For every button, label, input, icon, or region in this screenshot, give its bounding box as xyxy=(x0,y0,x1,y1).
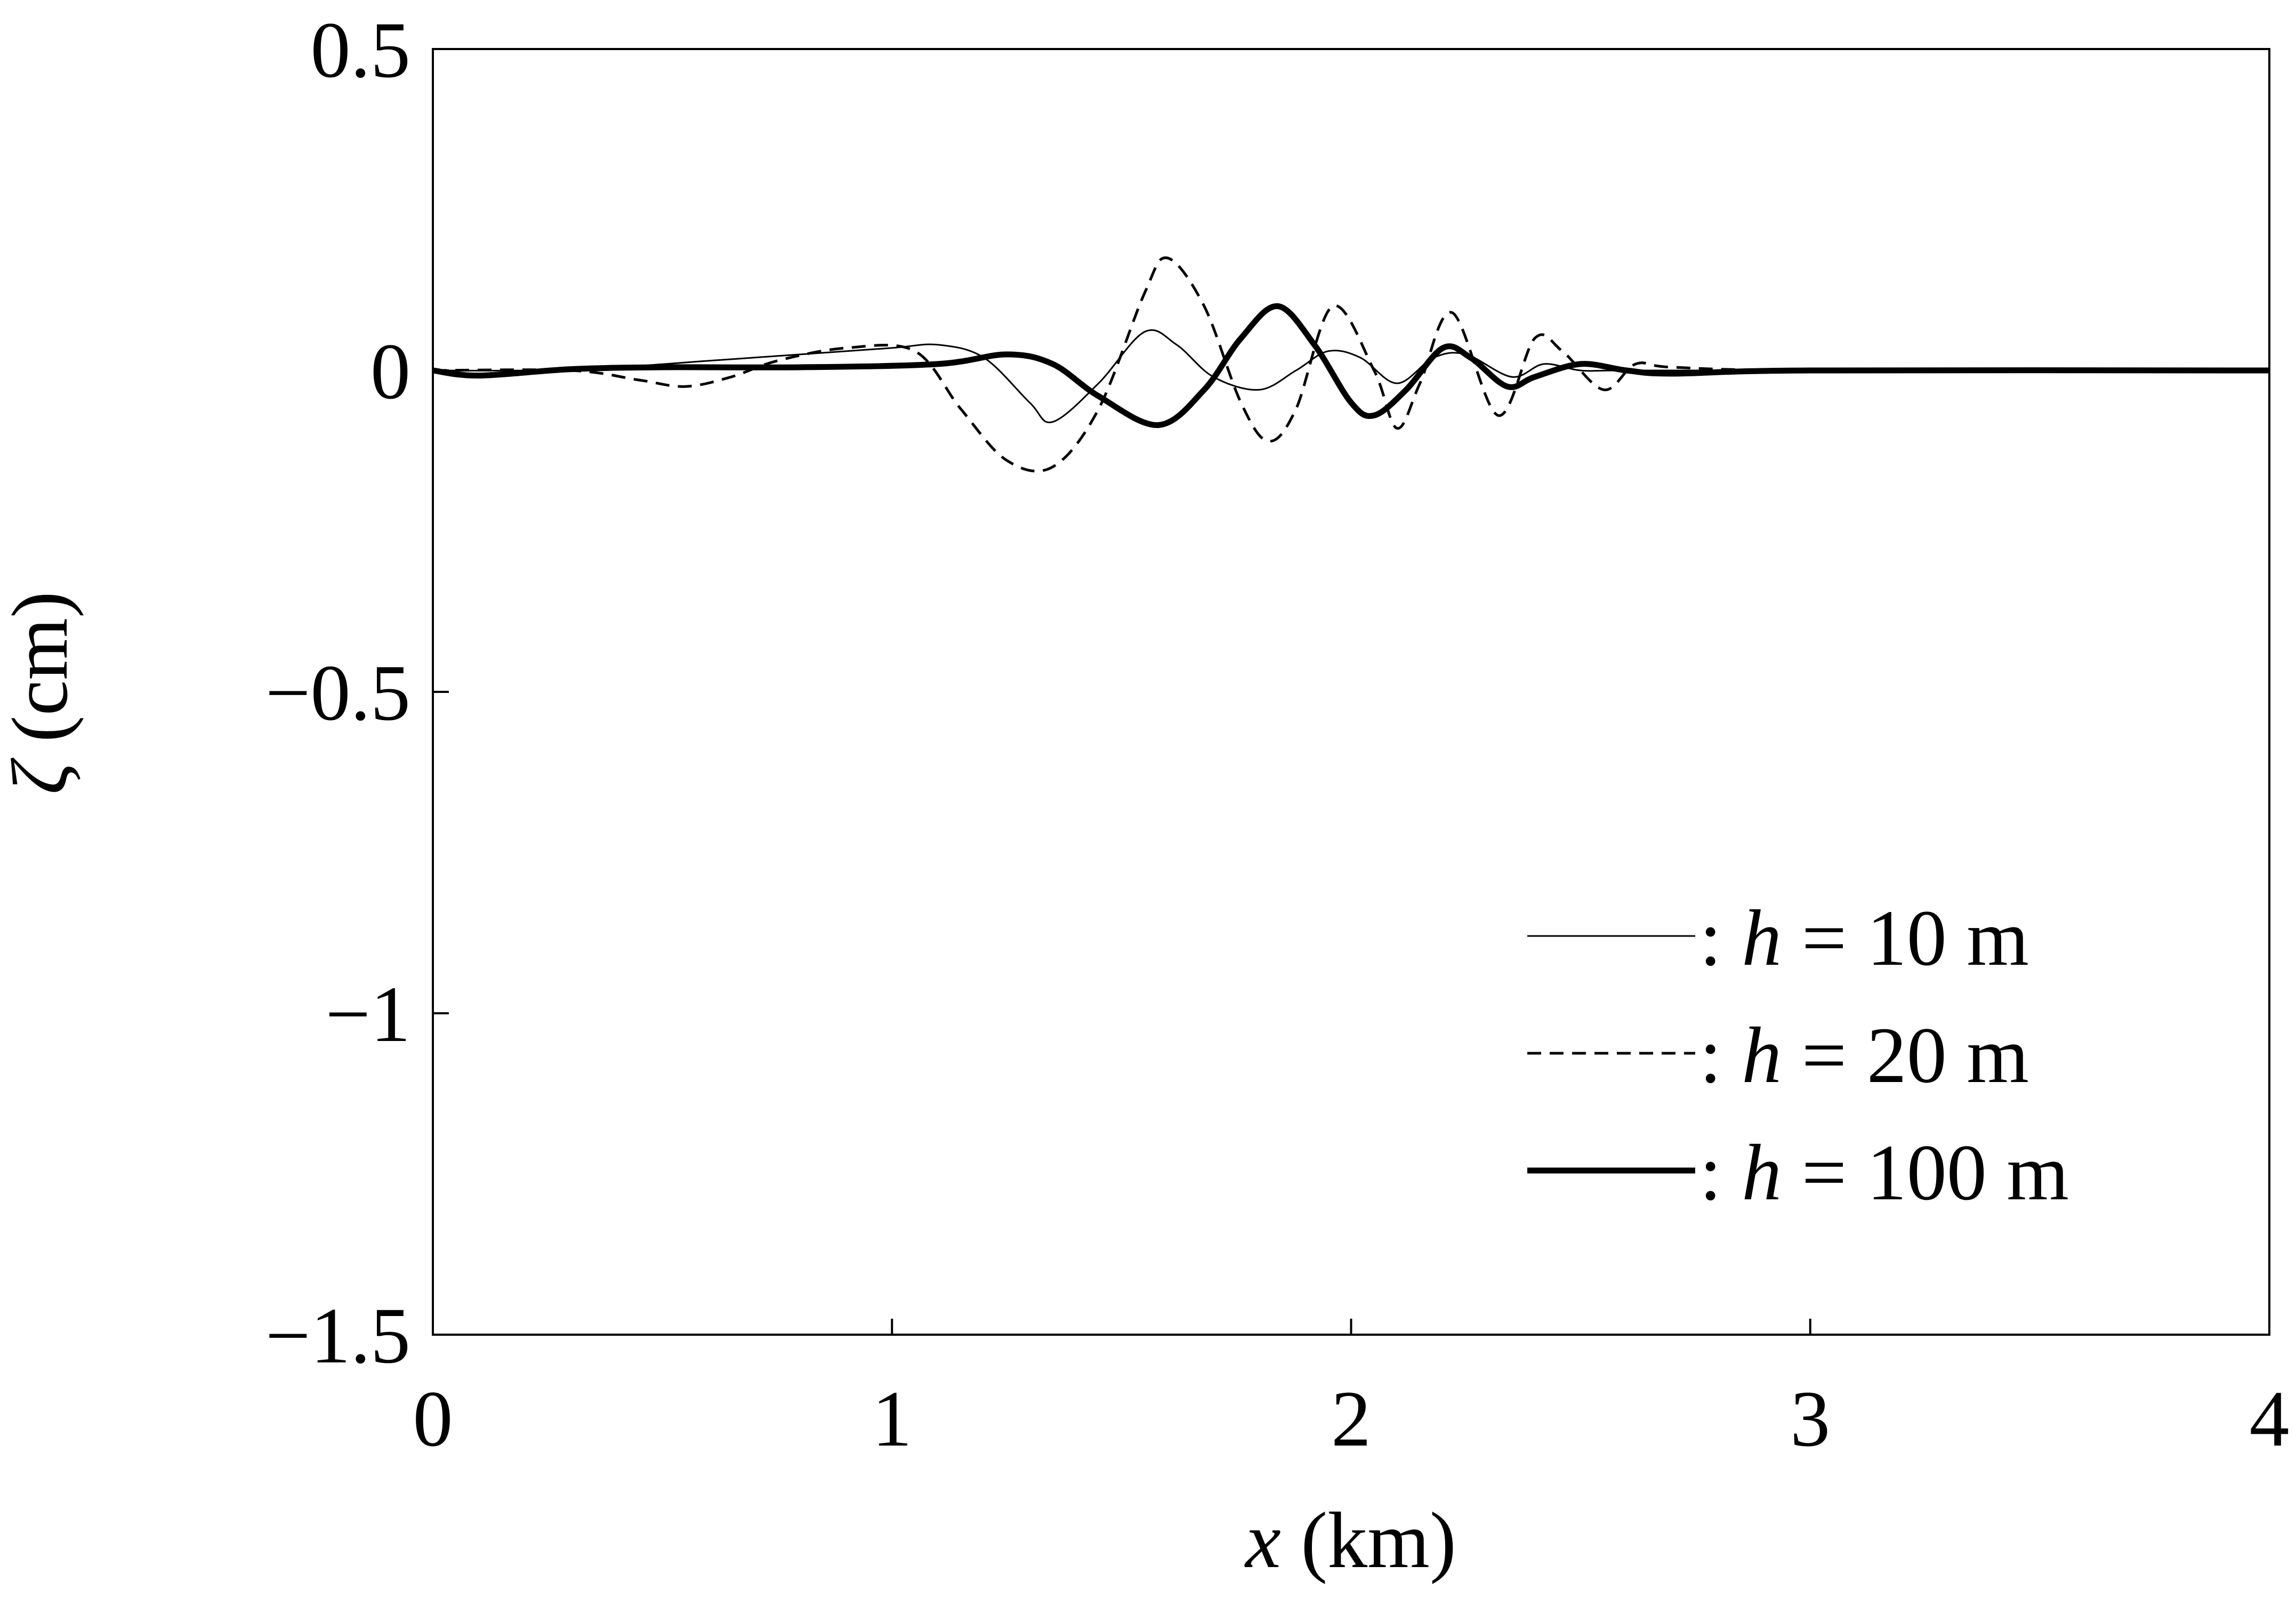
y-axis-label-unit: (cm) xyxy=(0,591,84,762)
y-axis-label: ζ (cm) xyxy=(0,591,84,794)
y-axis-tick-labels: 0.5 0 −0.5 −1 −1.5 xyxy=(265,6,410,1380)
x-axis-ticks xyxy=(432,1319,2270,1335)
x-axis-label: x (km) xyxy=(1244,1496,1456,1585)
y-tick-label: 0 xyxy=(370,327,410,416)
legend-rest: = 100 m xyxy=(1782,1128,2069,1217)
x-tick-label: 1 xyxy=(872,1375,912,1463)
y-axis-label-var: ζ xyxy=(0,757,84,795)
legend: : h = 10 m: h = 20 m: h = 100 m xyxy=(1527,894,2069,1217)
legend-rest: = 20 m xyxy=(1782,1011,2029,1100)
legend-label-2: : h = 20 m xyxy=(1699,1011,2029,1100)
y-tick-label: −1.5 xyxy=(265,1292,410,1380)
legend-var: h xyxy=(1742,1128,1782,1217)
y-axis-ticks xyxy=(433,48,449,1336)
y-tick-label: 0.5 xyxy=(311,6,411,94)
x-axis-label-unit: (km) xyxy=(1281,1496,1456,1585)
series-line-2 xyxy=(433,256,2269,473)
legend-label-1: : h = 10 m xyxy=(1699,894,2029,982)
x-axis-tick-labels: 0 1 2 3 4 xyxy=(413,1375,2290,1463)
y-tick-label: −0.5 xyxy=(265,649,410,737)
series-lines xyxy=(433,256,2269,473)
legend-var: h xyxy=(1742,1011,1782,1100)
x-tick-label: 2 xyxy=(1331,1375,1371,1463)
x-axis-label-var: x xyxy=(1244,1496,1281,1585)
series-line-3 xyxy=(433,303,2269,429)
x-tick-label: 4 xyxy=(2250,1375,2290,1463)
y-tick-label: −1 xyxy=(325,970,410,1059)
legend-var: h xyxy=(1742,894,1782,982)
x-tick-label: 3 xyxy=(1790,1375,1830,1463)
legend-label-3: : h = 100 m xyxy=(1699,1128,2069,1217)
legend-prefix: : xyxy=(1699,894,1742,982)
x-tick-label: 0 xyxy=(413,1375,453,1463)
legend-prefix: : xyxy=(1699,1011,1742,1100)
legend-rest: = 10 m xyxy=(1782,894,2029,982)
series-line-1 xyxy=(433,329,2269,423)
legend-prefix: : xyxy=(1699,1128,1742,1217)
